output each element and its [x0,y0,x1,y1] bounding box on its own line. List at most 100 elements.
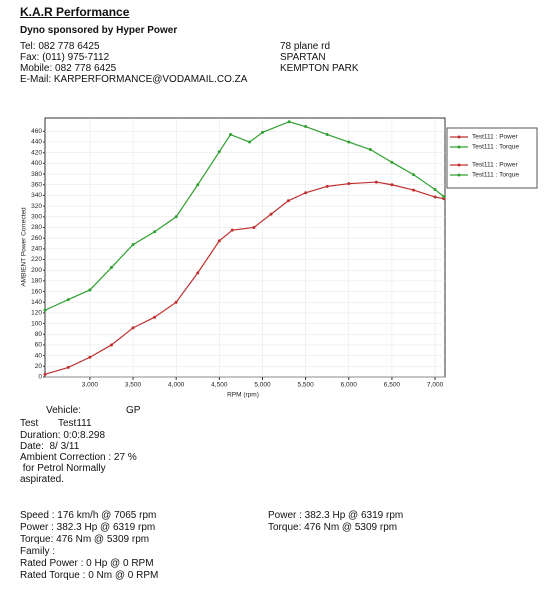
rated-power: Rated Power : 0 Hp @ 0 RPM [20,558,154,569]
point [196,271,200,275]
point [196,183,200,187]
x-tick-label: 3,500 [125,382,142,389]
y-tick-label: 300 [31,214,42,221]
y-tick-label: 400 [31,160,42,167]
point [442,197,446,201]
point [269,212,273,216]
point [374,180,378,184]
point [347,182,351,186]
y-tick-label: 220 [31,256,42,263]
y-tick-label: 0 [38,374,42,381]
fax: Fax: (011) 975-7112 [20,52,110,63]
point [217,239,221,243]
duration: Duration: 0:0:8.298 [20,430,106,441]
y-tick-label: 280 [31,224,42,231]
x-tick-label: 5,000 [254,382,271,389]
family: Family : [20,546,55,557]
vehicle: GP [126,405,141,416]
point [217,150,221,154]
y-tick-label: 460 [31,128,42,135]
x-tick-label: 4,500 [211,382,228,389]
series-line [44,181,444,375]
point [442,195,446,199]
address: KEMPTON PARK [280,63,359,74]
y-tick-label: 60 [35,342,43,349]
point [66,365,70,369]
y-tick-label: 80 [35,331,43,338]
y-tick-label: 360 [31,181,42,188]
y-tick-label: 440 [31,139,42,146]
x-tick-label: 6,000 [341,382,358,389]
x-tick-label: 5,500 [297,382,314,389]
point [325,133,329,137]
x-tick-label: 6,500 [384,382,401,389]
point [131,326,135,330]
point [43,372,47,376]
correction: aspirated. [20,474,64,485]
legend-marker [457,145,461,149]
legend-label: Test111 : Power [472,162,518,169]
email: E-Mail: KARPERFORMANCE@VODAMAIL.CO.ZA [20,74,248,85]
x-axis-label: RPM (rpm) [227,392,259,399]
sponsor: Dyno sponsored by Hyper Power [20,25,178,36]
point [260,130,264,134]
power: Power : 382.3 Hp @ 6319 rpm [20,522,156,533]
point [304,191,308,195]
point [174,215,178,219]
date: Date: 8/ 3/11 [20,441,80,452]
point [43,308,47,312]
point [153,315,157,319]
legend-marker [457,173,461,177]
y-tick-label: 260 [31,235,42,242]
point [88,355,92,359]
y-tick-label: 380 [31,171,42,178]
chart: RPM (rpm) AMBIENT Power Corrected 0 20 40 6… [21,117,538,399]
y-tick-label: 160 [31,288,42,295]
point [304,125,308,129]
point [325,184,329,188]
point [174,300,178,304]
point [433,195,437,199]
y-tick-label: 420 [31,149,42,156]
y-tick-label: 40 [35,352,43,359]
y-tick-label: 200 [31,267,42,274]
y-tick-label: 180 [31,278,42,285]
x-tick-label: 7,000 [427,382,444,389]
point [252,225,256,229]
legend-label: Test111 : Power [472,134,518,141]
legend [446,127,538,189]
point [287,120,291,124]
address: SPARTAN [280,52,326,63]
point [88,288,92,292]
legend-marker [457,163,461,167]
x-tick-label: 3,000 [82,382,99,389]
point [390,183,394,187]
y-tick-label: 340 [31,192,42,199]
point [412,173,416,177]
point [286,199,290,203]
y-tick-label: 320 [31,203,42,210]
speed: Speed : 176 km/h @ 7065 rpm [20,510,157,521]
legend-marker [457,135,461,139]
plot-frame [44,117,446,378]
torque: Torque: 476 Nm @ 5309 rpm [20,534,150,545]
point [390,160,394,164]
vehicle-label: Vehicle: [46,405,82,416]
address: 78 plane rd [280,41,331,52]
point [66,298,70,302]
legend-label: Test111 : Torque [472,144,519,151]
correction: Ambient Correction : 27 % [20,452,137,463]
y-tick-label: 240 [31,246,42,253]
x-tick-label: 4,000 [168,382,185,389]
point [229,133,233,137]
point [230,228,234,232]
y-axis-label: AMBIENT Power Corrected [21,207,28,287]
test: Test111 [58,418,92,429]
point [131,243,135,247]
point [368,148,372,152]
point [153,230,157,234]
point [109,266,113,270]
tel: Tel: 082 778 6425 [20,41,100,52]
legend-label: Test111 : Torque [472,172,519,179]
correction: for Petrol Normally [20,463,106,474]
